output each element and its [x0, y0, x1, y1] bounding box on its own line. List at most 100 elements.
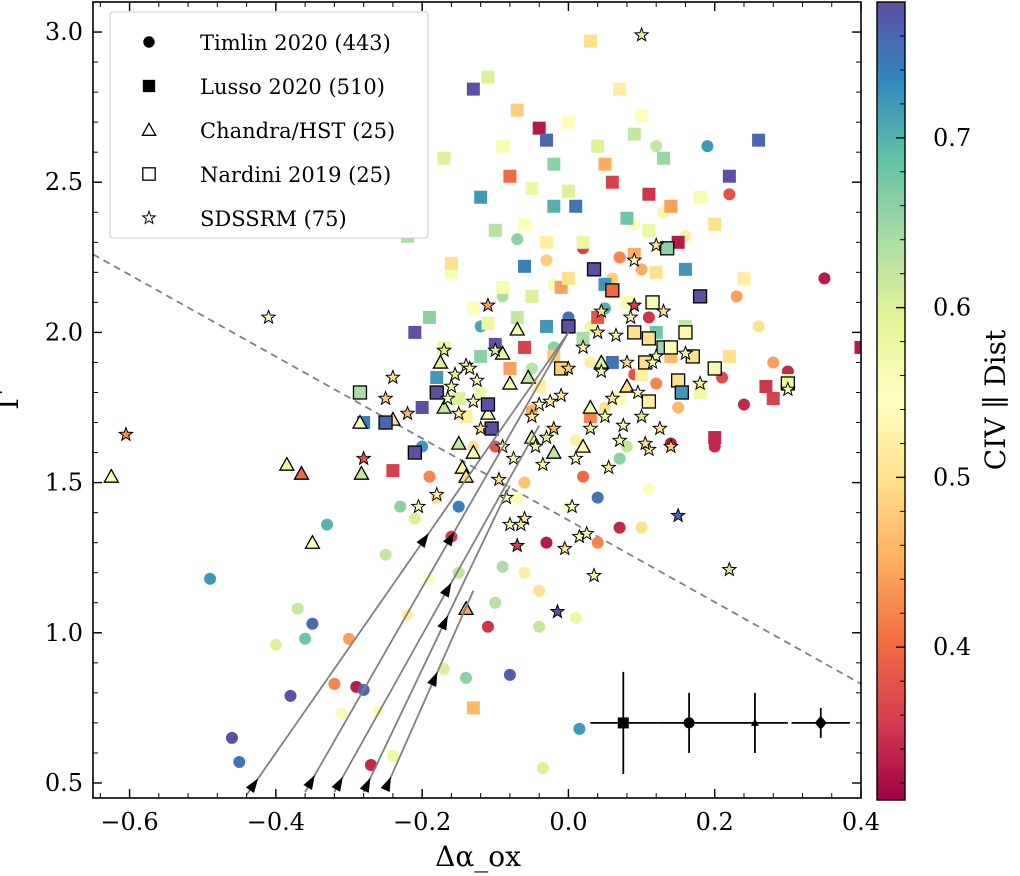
sdssrm-point: [117, 426, 134, 442]
lusso-point: [539, 235, 553, 249]
sdssrm-point: [461, 360, 478, 376]
timlin-point: [620, 440, 633, 453]
timlin-point: [364, 758, 377, 771]
chandra-hst-point: [465, 444, 482, 459]
sdssrm-point: [596, 408, 614, 424]
sdssrm-point: [611, 432, 628, 448]
timlin-point: [569, 434, 582, 447]
lusso-point: [693, 385, 707, 399]
nardini-point: [641, 394, 657, 409]
sdssrm-point: [692, 375, 709, 391]
timlin-point: [343, 632, 355, 645]
timlin-point: [225, 731, 238, 744]
chandra-hst-point: [450, 435, 467, 450]
trajectory-line: [384, 590, 475, 790]
lusso-point: [605, 175, 619, 189]
lusso-point: [591, 139, 605, 153]
sdssrm-point: [472, 420, 489, 436]
sdssrm-point: [644, 354, 661, 370]
trajectory-arrowhead: [440, 582, 452, 598]
sdssrm-point: [600, 459, 617, 475]
lusso-point: [722, 169, 736, 183]
trajectory-arrowhead: [427, 671, 438, 687]
legend-label: Nardini 2019 (25): [200, 163, 391, 187]
chandra-hst-point: [435, 399, 453, 414]
legend-label: Lusso 2020 (510): [200, 75, 385, 99]
timlin-point: [291, 602, 304, 615]
nardini-point: [641, 331, 657, 346]
legend-marker-square-open: [142, 167, 156, 181]
lusso-point: [722, 349, 736, 363]
timlin-point: [204, 572, 217, 585]
sdssrm-point: [582, 420, 599, 436]
timlin-point: [474, 386, 487, 399]
lusso-point: [452, 391, 466, 405]
timlin-point: [536, 761, 549, 774]
sdssrm-point: [567, 450, 584, 466]
lusso-point: [642, 187, 656, 201]
timlin-point: [569, 611, 582, 624]
lusso-point: [693, 190, 707, 204]
nardini-point: [660, 241, 675, 256]
timlin-point: [701, 140, 714, 153]
sdssrm-point: [648, 236, 665, 253]
timlin-point: [511, 491, 524, 504]
lusso-point: [583, 34, 597, 48]
nardini-point: [605, 283, 620, 298]
lusso-point: [605, 355, 619, 369]
sdssrm-point: [633, 26, 650, 42]
marks-layer: [93, 26, 861, 796]
sdssrm-point: [651, 420, 668, 436]
lusso-point: [496, 280, 510, 294]
sdssrm-point: [593, 302, 610, 319]
timlin-point: [306, 617, 319, 630]
lusso-point: [466, 701, 480, 715]
lusso-point: [547, 157, 561, 171]
error-bar-marker: [617, 717, 629, 729]
timlin-point: [818, 272, 831, 285]
lusso-point: [561, 184, 575, 198]
y-tick-label: 1.0: [45, 619, 83, 647]
lusso-point: [532, 121, 546, 135]
chandra-hst-point: [353, 465, 370, 480]
timlin-point: [452, 500, 465, 513]
sdssrm-point: [629, 384, 646, 400]
timlin-point: [328, 677, 341, 690]
dividing-line: [93, 253, 861, 685]
sdssrm-point: [355, 450, 372, 466]
lusso-point: [547, 199, 561, 213]
sdssrm-point: [509, 537, 526, 553]
chandra-hst-point: [618, 378, 636, 393]
nardini-point: [484, 421, 499, 436]
lusso-point: [437, 151, 451, 165]
x-tick-label: −0.2: [393, 808, 451, 836]
trajectory-arrowhead: [303, 774, 315, 790]
timlin-point: [460, 671, 473, 684]
sdssrm-point: [527, 438, 544, 454]
sdssrm-point: [490, 471, 507, 487]
timlin-point: [540, 536, 553, 549]
nardini-point: [674, 385, 689, 400]
lusso-point: [525, 181, 539, 195]
sdssrm-point: [560, 360, 577, 376]
legend-marker-square-filled: [142, 79, 156, 93]
timlin-point: [284, 689, 297, 702]
lusso-point: [671, 235, 685, 249]
lusso-point: [598, 157, 612, 171]
timlin-point: [518, 566, 531, 579]
legend: Timlin 2020 (443) Lusso 2020 (510) Chandra…: [109, 11, 429, 239]
chandra-hst-point: [278, 456, 295, 471]
sdssrm-point: [505, 450, 522, 466]
sdssrm-point: [670, 507, 687, 523]
timlin-point: [672, 401, 685, 414]
trajectory-arrowhead: [331, 776, 343, 792]
legend-items: Timlin 2020 (443) Lusso 2020 (510) Chandra…: [141, 31, 395, 231]
sdssrm-point: [618, 354, 635, 370]
y-tick-label: 0.5: [45, 769, 83, 797]
sdssrm-point: [556, 540, 573, 556]
sdssrm-point: [516, 510, 533, 526]
lusso-point: [759, 379, 773, 393]
y-tick-label: 2.0: [45, 318, 83, 346]
timlin-point: [635, 521, 648, 534]
